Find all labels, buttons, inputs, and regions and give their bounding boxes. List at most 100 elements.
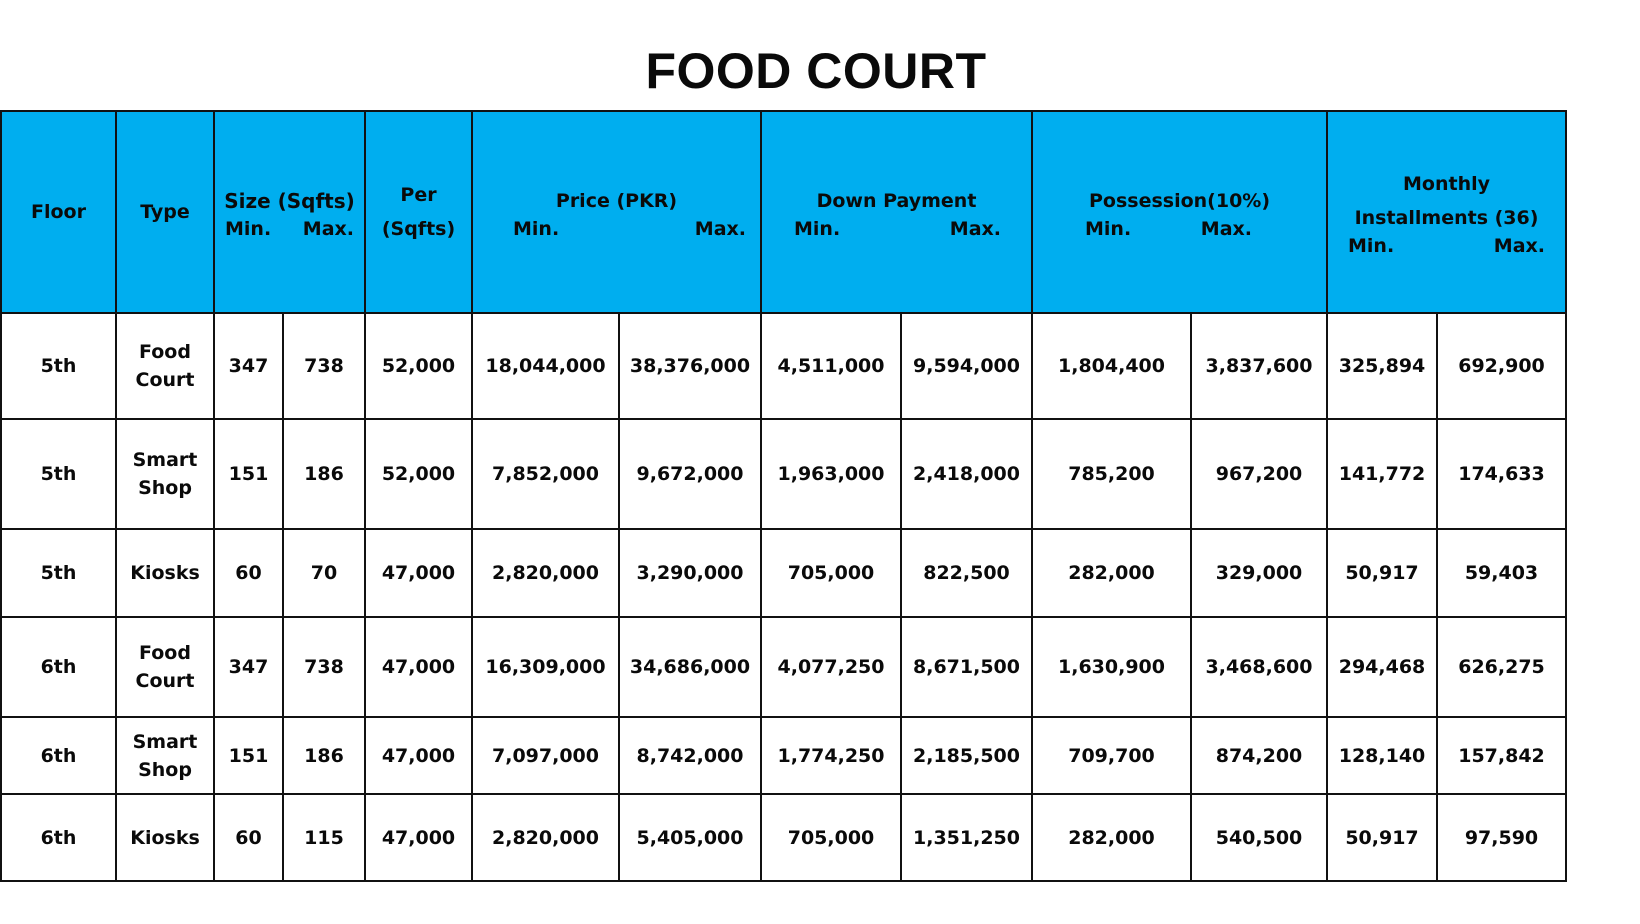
header-size-min: Min. [225, 218, 272, 240]
table-row: 6th Smart Shop 151 186 47,000 7,097,000 8,742,0… [0, 716, 1567, 795]
header-per-line1: Per [400, 184, 437, 206]
header-size: Size (Sqfts) Min. Max. [213, 110, 366, 314]
cell-per: 47,000 [364, 616, 473, 718]
cell-per: 47,000 [364, 793, 473, 882]
cell-type-line1: Kiosks [130, 562, 200, 584]
cell-dp-max: 1,351,250 [900, 793, 1033, 882]
table-row: 6th Kiosks 60 115 47,000 2,820,000 5,405,000 70… [0, 793, 1567, 882]
header-price-max: Max. [694, 218, 746, 240]
cell-pos-max: 329,000 [1190, 528, 1328, 618]
cell-pos-min: 709,700 [1031, 716, 1192, 795]
cell-price-max: 9,672,000 [618, 418, 762, 530]
cell-dp-max: 9,594,000 [900, 312, 1033, 420]
header-monthly: Monthly Installments (36) Min. Max. [1326, 110, 1567, 314]
cell-type-line2: Shop [138, 477, 192, 499]
cell-pos-max: 967,200 [1190, 418, 1328, 530]
cell-per: 47,000 [364, 528, 473, 618]
cell-price-min: 2,820,000 [471, 793, 620, 882]
cell-floor: 6th [0, 716, 117, 795]
header-possession: Possession(10%) Min. Max. [1031, 110, 1328, 314]
table-row: 5th Kiosks 60 70 47,000 2,820,000 3,290,000 705… [0, 528, 1567, 618]
page-title: FOOD COURT [645, 43, 987, 99]
header-size-max: Max. [302, 218, 354, 240]
cell-mi-max: 692,900 [1436, 312, 1567, 420]
cell-dp-min: 4,511,000 [760, 312, 902, 420]
cell-pos-max: 3,468,600 [1190, 616, 1328, 718]
header-size-label: Size (Sqfts) [224, 189, 355, 213]
cell-type-line1: Smart [132, 449, 198, 471]
cell-mi-max: 97,590 [1436, 793, 1567, 882]
header-mi-line2: Installments (36) [1354, 207, 1539, 229]
table-row: 6th Food Court 347 738 47,000 16,309,000 34,686… [0, 616, 1567, 718]
pricing-table: Floor Type Size (Sqfts) Min. Max. Per (S… [0, 110, 1567, 882]
cell-per: 47,000 [364, 716, 473, 795]
cell-type: Food Court [115, 312, 215, 420]
cell-mi-min: 294,468 [1326, 616, 1438, 718]
header-pos-min: Min. [1085, 218, 1132, 240]
cell-pos-max: 540,500 [1190, 793, 1328, 882]
cell-pos-min: 785,200 [1031, 418, 1192, 530]
header-price-minmax: Min. Max. [474, 218, 759, 240]
header-dp-minmax: Min. Max. [763, 218, 1030, 240]
header-dp-max: Max. [949, 218, 1001, 240]
header-floor: Floor [0, 110, 117, 314]
header-mi-min: Min. [1348, 235, 1395, 257]
cell-type: Smart Shop [115, 716, 215, 795]
cell-type-line1: Food [139, 341, 191, 363]
cell-size-min: 60 [213, 793, 284, 882]
header-per: Per (Sqfts) [364, 110, 473, 314]
cell-mi-max: 174,633 [1436, 418, 1567, 530]
cell-type-line2: Court [135, 670, 195, 692]
header-size-minmax: Min. Max. [216, 218, 363, 240]
cell-type: Smart Shop [115, 418, 215, 530]
cell-dp-max: 2,418,000 [900, 418, 1033, 530]
cell-dp-min: 1,774,250 [760, 716, 902, 795]
cell-dp-max: 822,500 [900, 528, 1033, 618]
cell-pos-min: 282,000 [1031, 528, 1192, 618]
cell-dp-min: 705,000 [760, 793, 902, 882]
cell-floor: 6th [0, 616, 117, 718]
cell-price-min: 7,852,000 [471, 418, 620, 530]
header-price-label: Price (PKR) [555, 190, 678, 212]
cell-per: 52,000 [364, 418, 473, 530]
cell-type-line2: Shop [138, 758, 192, 781]
cell-dp-min: 1,963,000 [760, 418, 902, 530]
cell-size-max: 186 [282, 716, 366, 795]
cell-floor: 5th [0, 528, 117, 618]
header-row: Floor Type Size (Sqfts) Min. Max. Per (S… [0, 110, 1567, 314]
header-pos-label: Possession(10%) [1088, 190, 1271, 212]
cell-type-line1: Food [139, 642, 191, 664]
cell-size-min: 347 [213, 616, 284, 718]
cell-type-line1: Smart [132, 730, 198, 753]
header-pos-max: Max. [1200, 218, 1252, 240]
cell-price-max: 3,290,000 [618, 528, 762, 618]
cell-size-max: 738 [282, 312, 366, 420]
cell-mi-min: 50,917 [1326, 528, 1438, 618]
cell-per: 52,000 [364, 312, 473, 420]
cell-pos-min: 282,000 [1031, 793, 1192, 882]
header-per-line2: (Sqfts) [381, 218, 456, 240]
cell-price-min: 7,097,000 [471, 716, 620, 795]
cell-price-min: 16,309,000 [471, 616, 620, 718]
cell-type-line2: Court [135, 369, 195, 391]
header-mi-line1: Monthly [1403, 173, 1490, 195]
cell-dp-max: 8,671,500 [900, 616, 1033, 718]
cell-type: Kiosks [115, 793, 215, 882]
table-row: 5th Smart Shop 151 186 52,000 7,852,000 9,672,0… [0, 418, 1567, 530]
header-type: Type [115, 110, 215, 314]
cell-mi-max: 59,403 [1436, 528, 1567, 618]
cell-size-max: 186 [282, 418, 366, 530]
cell-dp-min: 705,000 [760, 528, 902, 618]
cell-size-min: 151 [213, 716, 284, 795]
header-dp-label: Down Payment [816, 190, 977, 212]
header-mi-max: Max. [1493, 235, 1545, 257]
header-price: Price (PKR) Min. Max. [471, 110, 762, 314]
cell-pos-max: 874,200 [1190, 716, 1328, 795]
cell-size-min: 151 [213, 418, 284, 530]
header-down-payment: Down Payment Min. Max. [760, 110, 1033, 314]
cell-mi-min: 141,772 [1326, 418, 1438, 530]
cell-size-min: 347 [213, 312, 284, 420]
header-price-min: Min. [513, 218, 560, 240]
cell-pos-min: 1,804,400 [1031, 312, 1192, 420]
cell-pos-min: 1,630,900 [1031, 616, 1192, 718]
